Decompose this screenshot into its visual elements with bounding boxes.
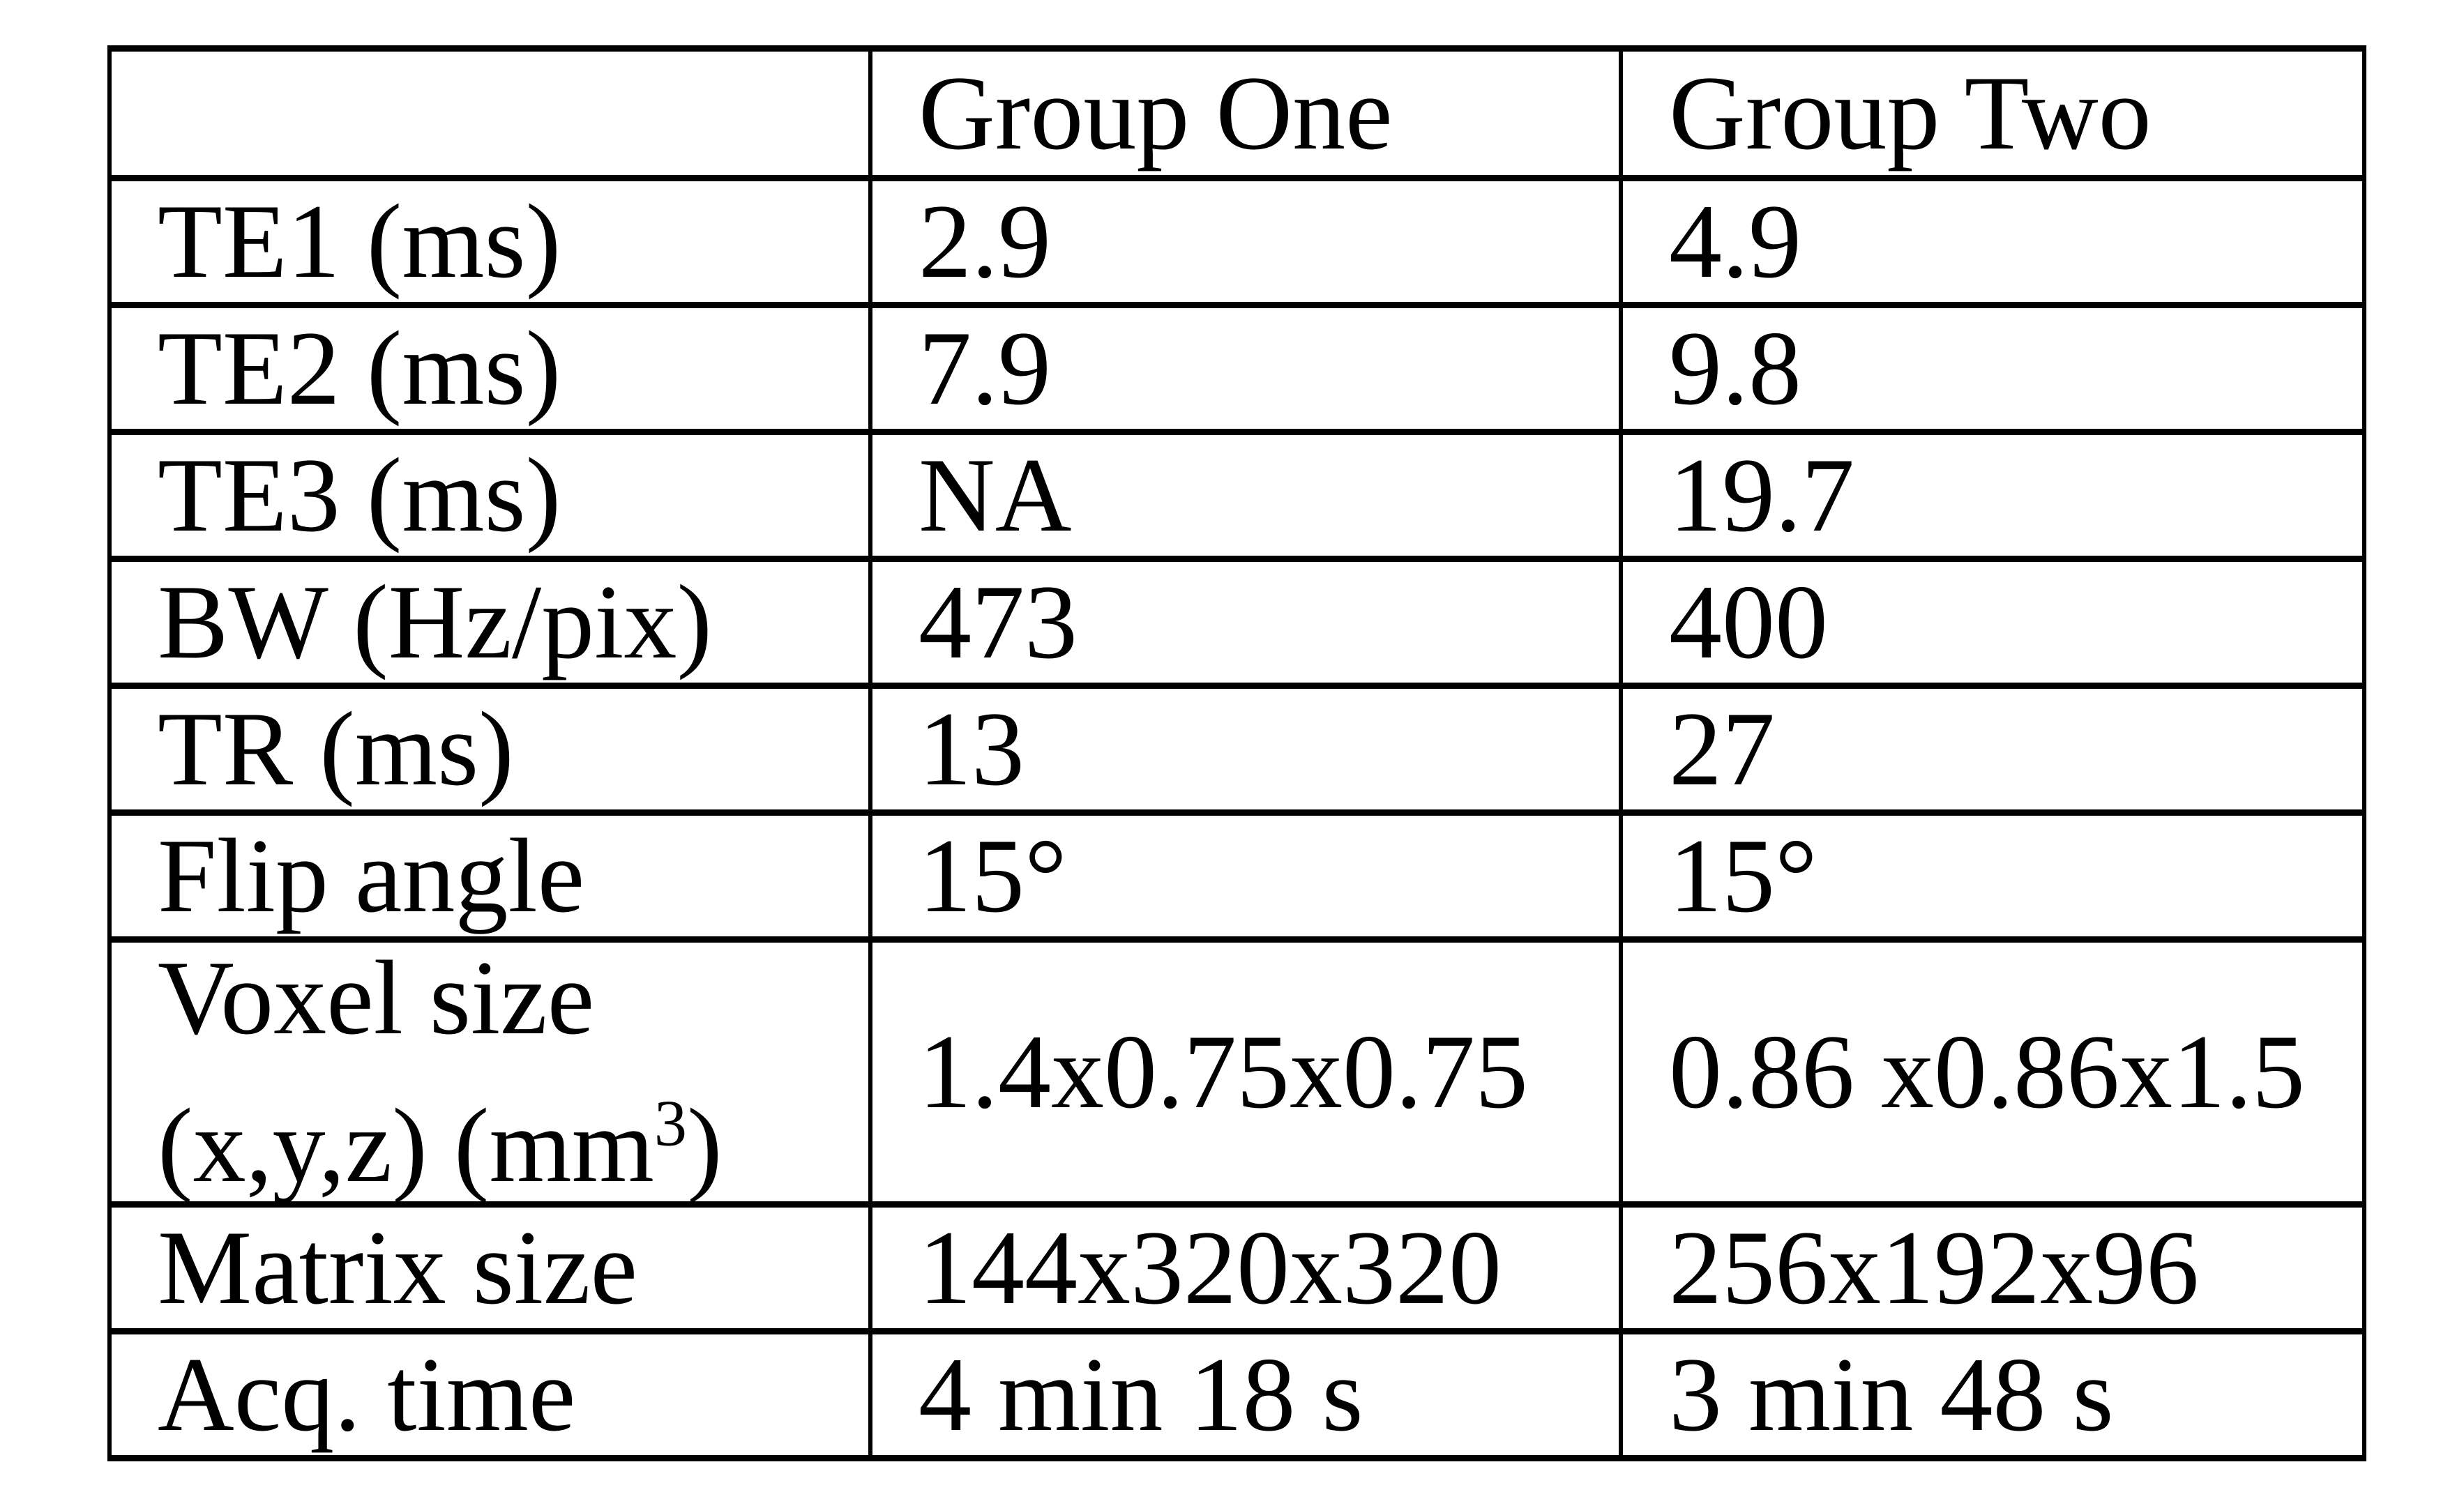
cell-flip-angle-group-one: 15° — [868, 809, 1623, 943]
cell-tr-group-one: 13 — [868, 683, 1623, 816]
row-label-matrix-size: Matrix size — [107, 1201, 872, 1335]
cell-bw-group-one: 473 — [868, 556, 1623, 689]
cell-tr-group-two: 27 — [1619, 683, 2366, 816]
voxel-size-label-line1: Voxel size — [158, 939, 595, 1056]
column-header-group-one: Group One — [868, 45, 1623, 181]
cell-voxel-size-group-one: 1.4x0.75x0.75 — [868, 936, 1623, 1208]
superscript-3: 3 — [653, 1086, 688, 1159]
row-label-tr: TR (ms) — [107, 683, 872, 816]
cell-te1-group-one: 2.9 — [868, 175, 1623, 308]
row-label-bw: BW (Hz/pix) — [107, 556, 872, 689]
row-label-flip-angle: Flip angle — [107, 809, 872, 943]
row-label-te3: TE3 (ms) — [107, 429, 872, 562]
table-row-tr: TR (ms) 13 27 — [107, 683, 2366, 816]
table-row-acq-time: Acq. time 4 min 18 s 3 min 48 s — [107, 1328, 2366, 1462]
table-row-flip-angle: Flip angle 15° 15° — [107, 809, 2366, 943]
cell-te2-group-two: 9.8 — [1619, 302, 2366, 435]
cell-voxel-size-group-two: 0.86 x0.86x1.5 — [1619, 936, 2366, 1208]
row-label-acq-time: Acq. time — [107, 1328, 872, 1462]
cell-te2-group-one: 7.9 — [868, 302, 1623, 435]
column-header-group-two: Group Two — [1619, 45, 2366, 181]
cell-flip-angle-group-two: 15° — [1619, 809, 2366, 943]
cell-te3-group-one: NA — [868, 429, 1623, 562]
cell-te1-group-two: 4.9 — [1619, 175, 2366, 308]
table-row-te3: TE3 (ms) NA 19.7 — [107, 429, 2366, 562]
corner-cell — [107, 45, 872, 181]
cell-te3-group-two: 19.7 — [1619, 429, 2366, 562]
row-label-te1: TE1 (ms) — [107, 175, 872, 308]
mri-parameters-table: Group One Group Two TE1 (ms) 2.9 4.9 TE2… — [107, 45, 2366, 1462]
row-label-voxel-size: Voxel size (x,y,z) (mm3) — [107, 936, 872, 1208]
header-row: Group One Group Two — [107, 45, 2366, 181]
cell-matrix-size-group-one: 144x320x320 — [868, 1201, 1623, 1335]
cell-matrix-size-group-two: 256x192x96 — [1619, 1201, 2366, 1335]
cell-bw-group-two: 400 — [1619, 556, 2366, 689]
table-row-te2: TE2 (ms) 7.9 9.8 — [107, 302, 2366, 435]
table-row-bw: BW (Hz/pix) 473 400 — [107, 556, 2366, 689]
cell-acq-time-group-one: 4 min 18 s — [868, 1328, 1623, 1462]
table-row-voxel-size: Voxel size (x,y,z) (mm3) 1.4x0.75x0.75 0… — [107, 936, 2366, 1208]
row-label-te2: TE2 (ms) — [107, 302, 872, 435]
table-row-te1: TE1 (ms) 2.9 4.9 — [107, 175, 2366, 308]
table-row-matrix-size: Matrix size 144x320x320 256x192x96 — [107, 1201, 2366, 1335]
voxel-size-label-line2: (x,y,z) (mm3) — [158, 1086, 723, 1204]
cell-acq-time-group-two: 3 min 48 s — [1619, 1328, 2366, 1462]
